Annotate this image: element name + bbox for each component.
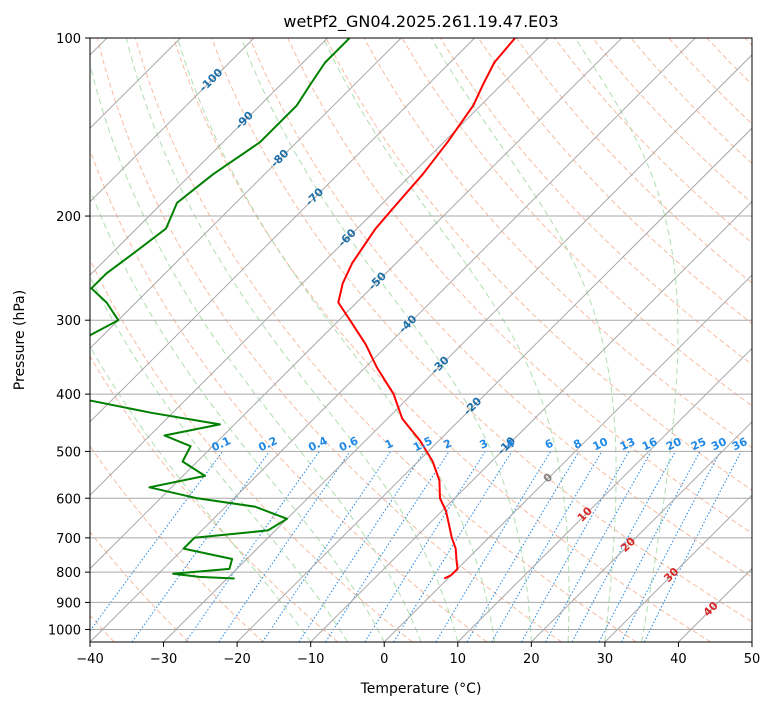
isotherm-gridline bbox=[604, 494, 752, 642]
moist-adiabat bbox=[125, 38, 459, 642]
x-tick-label: 40 bbox=[670, 652, 687, 667]
y-tick-label: 900 bbox=[56, 596, 81, 611]
isotherm-gridline bbox=[90, 38, 255, 203]
isotherm-gridlines bbox=[90, 38, 752, 642]
x-axis-label: Temperature (°C) bbox=[360, 681, 482, 697]
dry-adiabat bbox=[134, 38, 637, 642]
y-tick-label: 300 bbox=[56, 314, 81, 329]
x-tick-label: −10 bbox=[297, 652, 324, 667]
dry-adiabat bbox=[249, 38, 752, 578]
moist-adiabat bbox=[240, 38, 532, 642]
isotherm-gridline bbox=[90, 38, 623, 570]
isotherm-gridline bbox=[236, 127, 752, 642]
mixing-ratio-line bbox=[90, 451, 224, 632]
moist-adiabat bbox=[430, 38, 617, 642]
isotherm-gridline bbox=[383, 274, 752, 642]
isotherm-gridline bbox=[90, 38, 402, 350]
mixing-ratio-line bbox=[325, 451, 450, 642]
plot-frame bbox=[89, 37, 753, 643]
dry-adiabat bbox=[401, 38, 752, 407]
dry-adiabat bbox=[96, 38, 562, 642]
y-tick-label: 1000 bbox=[48, 623, 81, 638]
mixing-ratio-line bbox=[545, 451, 652, 642]
isotherm-gridline bbox=[90, 38, 328, 276]
series-layer bbox=[90, 38, 516, 580]
mixing-ratio-line bbox=[621, 451, 721, 642]
mixing-ratio-line bbox=[571, 451, 676, 642]
x-axis-ticks: −40 −30 −20 −10 0 10 20 30 40 50 bbox=[76, 642, 760, 667]
x-tick-label: −40 bbox=[76, 652, 103, 667]
mixing-ratio-line bbox=[131, 451, 270, 642]
moist-adiabat bbox=[322, 38, 570, 642]
dry-adiabat bbox=[90, 531, 190, 642]
mixing-ratio-line bbox=[521, 451, 630, 642]
mixing-ratio-line bbox=[185, 451, 320, 642]
mixing-ratio-label: 10 bbox=[591, 435, 611, 453]
mixing-ratio-label: 13 bbox=[618, 435, 637, 453]
dry-adiabat bbox=[90, 445, 264, 642]
mixing-ratio-label: 36 bbox=[730, 435, 750, 453]
mixing-ratio-label: 20 bbox=[664, 435, 684, 453]
y-tick-label: 700 bbox=[56, 532, 81, 547]
x-tick-label: 20 bbox=[523, 652, 540, 667]
mixing-ratio-label: 30 bbox=[709, 435, 729, 453]
isotherm-gridline bbox=[163, 54, 752, 642]
isotherm-gridline bbox=[310, 200, 752, 642]
dry-adiabat bbox=[90, 355, 339, 642]
mixing-ratio-label: 16 bbox=[640, 435, 660, 453]
isobar-gridlines bbox=[90, 38, 752, 630]
chart-title: wetPf2_GN04.2025.261.19.47.E03 bbox=[283, 12, 558, 32]
mixing-ratio-line bbox=[218, 451, 351, 642]
mixing-ratio-line bbox=[598, 451, 701, 642]
dry-adiabat bbox=[477, 38, 752, 325]
dry-adiabat bbox=[90, 148, 488, 642]
moist-adiabat bbox=[176, 38, 496, 642]
x-tick-label: 0 bbox=[380, 652, 388, 667]
mixing-ratio-label: 25 bbox=[689, 435, 708, 453]
isotherm-gridline bbox=[90, 38, 549, 496]
x-tick-label: 50 bbox=[744, 652, 761, 667]
plot-area: -100-90-80-70-60-50-40-30-20-10010203040… bbox=[90, 38, 752, 642]
mixing-ratio-line bbox=[643, 451, 742, 642]
x-tick-label: 10 bbox=[450, 652, 467, 667]
y-tick-label: 200 bbox=[56, 210, 81, 225]
x-tick-label: −30 bbox=[150, 652, 177, 667]
isotherm-gridline bbox=[530, 421, 752, 642]
moist-adiabat bbox=[574, 38, 679, 642]
isotherm-gridline bbox=[90, 38, 476, 423]
y-tick-label: 100 bbox=[56, 32, 81, 47]
y-axis-label: Pressure (hPa) bbox=[12, 290, 28, 390]
dewpoint-profile-line bbox=[90, 38, 351, 580]
mixing-ratio-line bbox=[393, 451, 513, 642]
mixing-ratio-line bbox=[298, 451, 425, 642]
y-axis-ticks: 100 200 300 400 500 600 700 800 900 1000 bbox=[48, 32, 90, 638]
moist-adiabat bbox=[90, 188, 385, 642]
dry-adiabat bbox=[515, 38, 752, 284]
x-tick-label: 30 bbox=[597, 652, 614, 667]
moist-adiabats bbox=[90, 38, 679, 642]
mixing-ratio-lines bbox=[90, 451, 742, 642]
x-tick-label: −20 bbox=[223, 652, 250, 667]
temperature-profile-line bbox=[337, 38, 516, 580]
y-tick-label: 600 bbox=[56, 492, 81, 507]
isotherm-gridline bbox=[457, 347, 752, 642]
mixing-ratio-line bbox=[435, 451, 552, 642]
y-tick-label: 400 bbox=[56, 388, 81, 403]
mixing-ratio-line bbox=[364, 451, 486, 642]
dry-adiabat bbox=[325, 38, 752, 491]
moist-adiabat bbox=[90, 275, 348, 642]
moist-adiabat bbox=[90, 62, 422, 642]
y-tick-label: 500 bbox=[56, 445, 81, 460]
dry-adiabat bbox=[211, 38, 752, 623]
mixing-ratio-line bbox=[262, 451, 392, 642]
y-tick-label: 800 bbox=[56, 566, 81, 581]
